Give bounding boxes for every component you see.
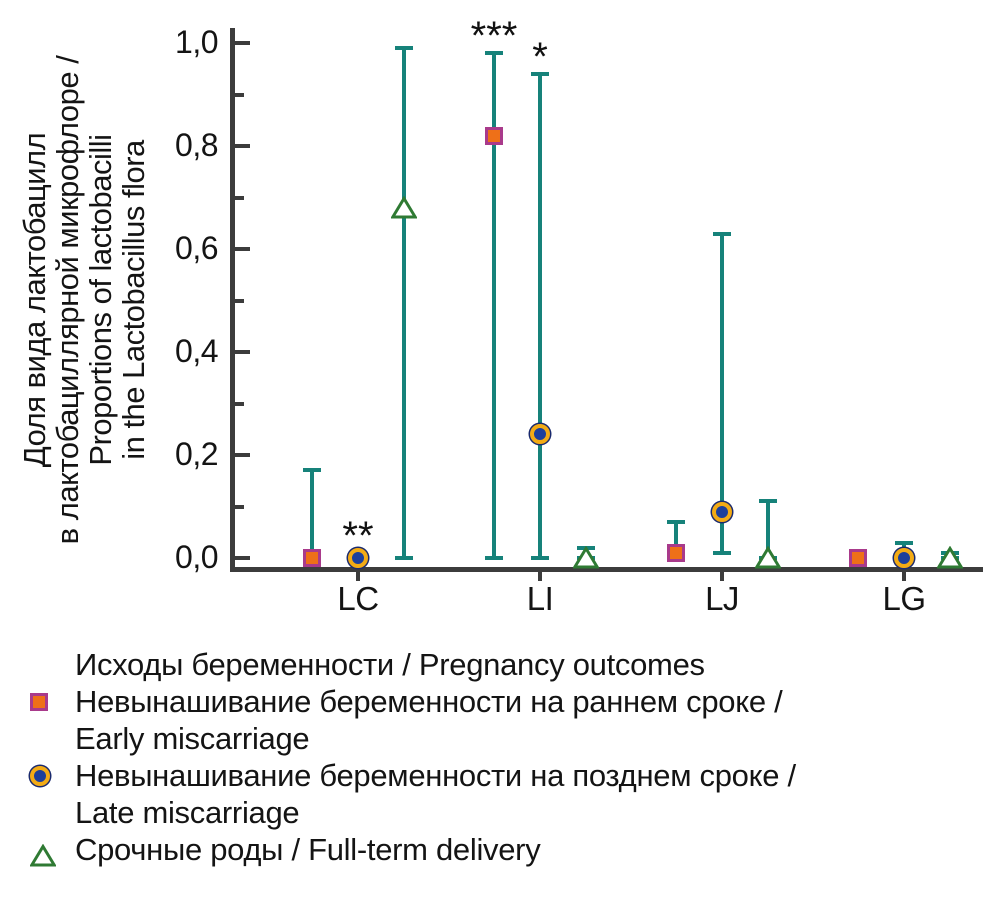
legend-item-text: Невынашивание беременности на раннем сро… bbox=[75, 683, 975, 757]
error-bar bbox=[492, 53, 496, 558]
error-bar bbox=[674, 521, 678, 553]
y-minor-tick bbox=[235, 298, 244, 303]
y-minor-tick bbox=[235, 195, 244, 200]
y-minor-tick bbox=[235, 92, 244, 97]
y-tick bbox=[235, 144, 250, 148]
x-tick-label: LJ bbox=[705, 580, 739, 617]
legend-marker-cell bbox=[29, 831, 75, 867]
square-marker-icon bbox=[30, 693, 48, 711]
legend-item-text: Срочные роды / Full-term delivery bbox=[75, 831, 975, 868]
legend-item-text: Невынашивание беременности на позднем ср… bbox=[75, 757, 975, 831]
x-tick-label: LI bbox=[526, 580, 554, 617]
triangle-marker-icon bbox=[572, 545, 600, 570]
y-tick-label: 1,0 bbox=[175, 24, 218, 60]
circle-marker-icon bbox=[530, 424, 550, 445]
significance-label: *** bbox=[470, 14, 518, 59]
y-tick-label: 0,6 bbox=[175, 230, 218, 266]
y-tick bbox=[235, 247, 250, 251]
y-tick-label: 0,8 bbox=[175, 127, 218, 163]
square-marker-icon bbox=[485, 126, 503, 145]
legend-item: Невынашивание беременности на раннем сро… bbox=[30, 683, 975, 757]
error-bar-cap bbox=[485, 556, 503, 560]
error-bar-cap bbox=[667, 519, 685, 524]
x-tick bbox=[356, 572, 360, 581]
y-tick bbox=[235, 41, 250, 45]
legend-items: Невынашивание беременности на раннем сро… bbox=[29, 683, 975, 868]
x-tick bbox=[720, 572, 724, 581]
x-tick bbox=[538, 572, 542, 581]
legend-item-line-2: Early miscarriage bbox=[75, 721, 310, 756]
y-tick bbox=[235, 350, 250, 354]
triangle-marker-icon bbox=[390, 195, 418, 220]
error-bar-cap bbox=[713, 231, 731, 236]
error-bar-cap bbox=[531, 556, 549, 560]
y-tick bbox=[235, 556, 250, 560]
error-bar-cap bbox=[395, 46, 413, 51]
circle-marker-icon bbox=[348, 548, 368, 568]
error-bar bbox=[538, 73, 542, 558]
triangle-marker-icon bbox=[29, 839, 57, 867]
legend: Исходы беременности / Pregnancy outcomes… bbox=[29, 646, 975, 868]
significance-label: * bbox=[532, 34, 548, 79]
y-minor-tick bbox=[235, 504, 244, 509]
x-tick-label: LC bbox=[337, 580, 379, 617]
error-bar-cap bbox=[395, 556, 413, 560]
legend-item: Срочные роды / Full-term delivery bbox=[29, 831, 975, 868]
triangle-marker-icon bbox=[936, 545, 964, 570]
error-bar bbox=[720, 233, 724, 553]
error-bar-cap bbox=[531, 71, 549, 76]
error-bar bbox=[310, 470, 314, 558]
significance-label: ** bbox=[342, 513, 374, 558]
plot-area: 0,0 0,2 0,4 0,6 0,8 1,0 LC LI LJ LG *** ** * bbox=[175, 14, 983, 617]
legend-item-line-2: Late miscarriage bbox=[75, 795, 300, 830]
legend-item: Невынашивание беременности на позднем ср… bbox=[30, 757, 975, 831]
square-marker-icon bbox=[667, 543, 685, 562]
y-axis-line bbox=[230, 28, 235, 572]
square-marker-icon bbox=[849, 549, 867, 567]
legend-item-line-1: Невынашивание беременности на позднем ср… bbox=[75, 758, 796, 793]
triangle-marker-icon bbox=[754, 545, 782, 570]
y-minor-tick bbox=[235, 401, 244, 406]
x-tick-label: LG bbox=[882, 580, 926, 617]
y-tick-label: 0,4 bbox=[175, 333, 218, 369]
error-bar-cap bbox=[895, 540, 913, 545]
legend-item-line-1: Невынашивание беременности на раннем сро… bbox=[75, 684, 783, 719]
error-bar bbox=[402, 48, 406, 558]
circle-marker-icon bbox=[30, 766, 50, 786]
legend-item-line-1: Срочные роды / Full-term delivery bbox=[75, 832, 541, 867]
x-tick bbox=[902, 572, 906, 581]
legend-title: Исходы беременности / Pregnancy outcomes bbox=[75, 647, 705, 682]
error-bar-cap bbox=[485, 51, 503, 56]
y-tick-label: 0,2 bbox=[175, 436, 218, 472]
y-tick-label: 0,0 bbox=[175, 539, 218, 575]
circle-marker-icon bbox=[894, 548, 914, 568]
legend-marker-cell bbox=[30, 757, 75, 786]
y-tick bbox=[235, 453, 250, 457]
error-bar bbox=[766, 501, 770, 558]
x-axis-line bbox=[230, 567, 983, 572]
error-bar-cap bbox=[713, 550, 731, 555]
circle-marker-icon bbox=[712, 501, 732, 522]
error-bar-cap bbox=[759, 499, 777, 504]
legend-marker-cell bbox=[30, 683, 75, 711]
square-marker-icon bbox=[303, 549, 321, 567]
error-bar-cap bbox=[303, 468, 321, 473]
